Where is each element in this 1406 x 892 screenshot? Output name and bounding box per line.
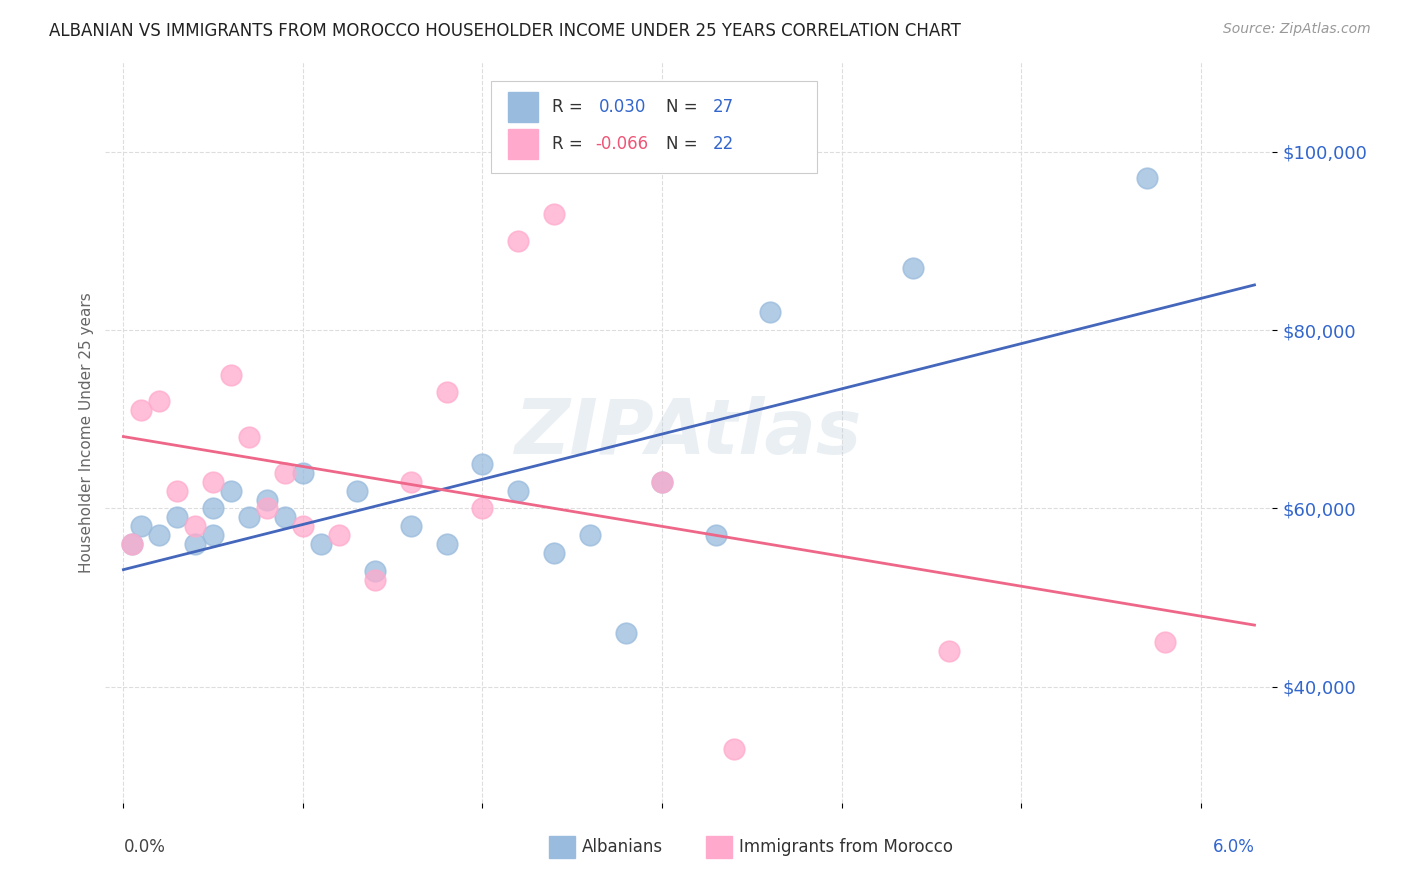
Point bbox=[256, 492, 278, 507]
Bar bbox=[706, 836, 733, 858]
Point bbox=[291, 519, 314, 533]
Point bbox=[723, 742, 745, 756]
Point bbox=[291, 466, 314, 480]
Point bbox=[543, 546, 565, 560]
Point bbox=[508, 483, 530, 498]
Point bbox=[471, 501, 494, 516]
Text: N =: N = bbox=[665, 98, 703, 116]
Point bbox=[238, 430, 260, 444]
Point bbox=[364, 564, 387, 578]
Point bbox=[436, 385, 458, 400]
Point bbox=[651, 475, 673, 489]
Point bbox=[256, 501, 278, 516]
Point bbox=[938, 644, 960, 658]
Point bbox=[202, 475, 225, 489]
Text: 27: 27 bbox=[713, 98, 734, 116]
Point bbox=[219, 368, 242, 382]
Point bbox=[1136, 171, 1159, 186]
Point bbox=[166, 510, 188, 524]
Point bbox=[328, 528, 350, 542]
Bar bbox=[508, 92, 538, 121]
Point bbox=[436, 537, 458, 551]
Point bbox=[131, 519, 153, 533]
Text: 6.0%: 6.0% bbox=[1212, 838, 1254, 856]
Point bbox=[184, 519, 207, 533]
Point bbox=[121, 537, 143, 551]
Point bbox=[471, 457, 494, 471]
Text: 22: 22 bbox=[713, 135, 734, 153]
Point bbox=[704, 528, 727, 542]
Text: N =: N = bbox=[665, 135, 703, 153]
Point bbox=[346, 483, 368, 498]
Point bbox=[131, 403, 153, 417]
Point bbox=[148, 528, 170, 542]
Point bbox=[148, 394, 170, 409]
Point bbox=[399, 475, 422, 489]
FancyBboxPatch shape bbox=[491, 81, 817, 173]
Point bbox=[166, 483, 188, 498]
Point bbox=[1153, 635, 1175, 649]
Point bbox=[903, 260, 925, 275]
Point bbox=[121, 537, 143, 551]
Text: Immigrants from Morocco: Immigrants from Morocco bbox=[740, 838, 953, 856]
Point bbox=[219, 483, 242, 498]
Point bbox=[543, 207, 565, 221]
Point bbox=[399, 519, 422, 533]
Text: Source: ZipAtlas.com: Source: ZipAtlas.com bbox=[1223, 22, 1371, 37]
Text: ALBANIAN VS IMMIGRANTS FROM MOROCCO HOUSEHOLDER INCOME UNDER 25 YEARS CORRELATIO: ALBANIAN VS IMMIGRANTS FROM MOROCCO HOUS… bbox=[49, 22, 962, 40]
Point bbox=[364, 573, 387, 587]
Point bbox=[202, 528, 225, 542]
Text: ZIPAtlas: ZIPAtlas bbox=[515, 396, 863, 469]
Point bbox=[651, 475, 673, 489]
Point bbox=[274, 510, 297, 524]
Text: 0.0%: 0.0% bbox=[124, 838, 166, 856]
Y-axis label: Householder Income Under 25 years: Householder Income Under 25 years bbox=[79, 293, 94, 573]
Point bbox=[238, 510, 260, 524]
Point bbox=[579, 528, 602, 542]
Point bbox=[309, 537, 332, 551]
Text: Albanians: Albanians bbox=[582, 838, 662, 856]
Text: -0.066: -0.066 bbox=[596, 135, 648, 153]
Text: 0.030: 0.030 bbox=[599, 98, 647, 116]
Point bbox=[202, 501, 225, 516]
Text: R =: R = bbox=[553, 135, 588, 153]
Point bbox=[614, 626, 637, 640]
Text: R =: R = bbox=[553, 98, 588, 116]
Point bbox=[758, 305, 780, 319]
Bar bbox=[548, 836, 575, 858]
Point bbox=[274, 466, 297, 480]
Bar bbox=[508, 129, 538, 159]
Point bbox=[184, 537, 207, 551]
Point bbox=[508, 234, 530, 248]
